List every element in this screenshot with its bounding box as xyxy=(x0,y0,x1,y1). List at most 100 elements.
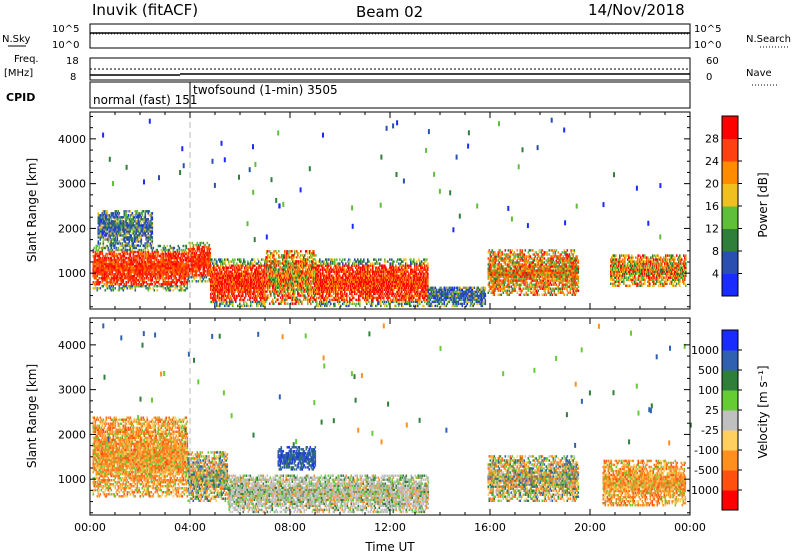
echo-cell xyxy=(119,212,121,214)
nsearch-label: N.Search xyxy=(746,34,791,45)
echo-cell xyxy=(135,244,137,246)
cpid-panel: CPID normal (fast) 151 twofsound (1-min)… xyxy=(6,82,690,108)
echo-cell xyxy=(158,251,160,253)
nsky-tick-bottom: 10^0 xyxy=(52,40,79,51)
echo-cell xyxy=(115,287,117,289)
echo-cell xyxy=(118,257,120,259)
echo-cell xyxy=(173,289,175,291)
echo-cell xyxy=(152,224,154,226)
echo-cell xyxy=(177,287,179,289)
echo-cell xyxy=(160,245,162,247)
echo-cell xyxy=(167,245,169,247)
echo-cell xyxy=(107,210,109,212)
echo-cell xyxy=(105,289,107,291)
echo-cell xyxy=(99,247,101,249)
echo-cell xyxy=(170,287,172,289)
echo-cell xyxy=(143,244,145,246)
echo-cell xyxy=(126,281,128,283)
echo-cell xyxy=(107,287,109,289)
echo-cell xyxy=(131,257,133,259)
echo-cell xyxy=(154,259,156,261)
echo-cell xyxy=(183,245,185,247)
echo-cell xyxy=(197,242,199,244)
echo-cell xyxy=(94,247,96,249)
echo-cell xyxy=(100,281,102,283)
echo-cell xyxy=(127,249,129,251)
echo-cell xyxy=(137,259,139,261)
echo-cell xyxy=(120,242,122,244)
echo-cell xyxy=(153,247,155,249)
echo-cell xyxy=(100,242,102,244)
nsearch-tick-bottom: 10^0 xyxy=(694,40,721,51)
nave-tick-top: 60 xyxy=(706,56,719,67)
echo-cell xyxy=(126,257,128,259)
echo-cell xyxy=(163,253,165,255)
echo-cell xyxy=(128,214,130,216)
power-panel: 1000200030004000 Slant Range [km] xyxy=(25,112,690,309)
echo-cell xyxy=(152,212,154,214)
echo-cell xyxy=(104,283,106,285)
echo-cell xyxy=(127,287,129,289)
echo-cell xyxy=(177,285,179,287)
echo-cell xyxy=(175,287,177,289)
echo-cell xyxy=(192,242,194,244)
echo-cell xyxy=(143,249,145,251)
freq-panel: Freq. [MHz] 18 8 60 0 Nave xyxy=(4,54,778,85)
echo-cell xyxy=(119,259,121,261)
cpid-label: CPID xyxy=(6,91,35,104)
echo-cell xyxy=(186,245,188,247)
echo-cell xyxy=(192,272,194,274)
echo-cell xyxy=(135,287,137,289)
echo-cell xyxy=(141,249,143,251)
echo-cell xyxy=(196,280,198,282)
echo-cell xyxy=(107,253,109,255)
echo-cell xyxy=(139,259,141,261)
echo-cell xyxy=(114,251,116,253)
cpid-segment-normal: normal (fast) 151 xyxy=(93,93,197,107)
cpid-segment-twofsound: twofsound (1-min) 3505 xyxy=(193,83,338,97)
echo-cell xyxy=(132,287,134,289)
echo-cell xyxy=(148,249,150,251)
echo-cell xyxy=(152,222,154,224)
echo-cell xyxy=(192,280,194,282)
echo-cell xyxy=(117,238,119,240)
echo-cell xyxy=(130,245,132,247)
echo-cell xyxy=(127,222,129,224)
freq-label-2: [MHz] xyxy=(4,68,33,79)
echo-cell xyxy=(140,245,142,247)
echo-cell xyxy=(149,210,151,212)
echo-cell xyxy=(99,277,101,279)
echo-cell xyxy=(157,285,159,287)
echo-cell xyxy=(186,251,188,253)
echo-cell xyxy=(150,287,152,289)
echo-cell xyxy=(179,247,181,249)
echo-cell xyxy=(143,210,145,212)
echo-cell xyxy=(138,238,140,240)
radar-summary-plot: Inuvik (fitACF) Beam 02 14/Nov/2018 N.Sk… xyxy=(0,0,800,554)
beam-title: Beam 02 xyxy=(356,3,423,21)
echo-cell xyxy=(193,244,195,246)
station-title: Inuvik (fitACF) xyxy=(92,1,198,19)
freq-tick-bottom: 8 xyxy=(70,72,76,83)
echo-cell xyxy=(100,238,102,240)
echo-cell xyxy=(103,238,105,240)
echo-cell xyxy=(106,259,108,261)
date-title: 14/Nov/2018 xyxy=(588,1,685,19)
echo-cell xyxy=(152,236,154,238)
echo-cell xyxy=(108,257,110,259)
echo-cell xyxy=(154,289,156,291)
echo-cell xyxy=(174,247,176,249)
echo-cell xyxy=(141,222,143,224)
echo-cell xyxy=(157,289,159,291)
nsearch-tick-top: 10^5 xyxy=(694,24,721,35)
echo-cell xyxy=(124,287,126,289)
echo-cell xyxy=(113,285,115,287)
echo-cell xyxy=(198,280,200,282)
echo-cell xyxy=(152,283,154,285)
echo-cell xyxy=(97,245,99,247)
echo-cell xyxy=(130,210,132,212)
echo-cell xyxy=(121,238,123,240)
echo-cell xyxy=(177,249,179,251)
echo-cell xyxy=(187,287,189,289)
nsky-tick-top: 10^5 xyxy=(52,24,79,35)
